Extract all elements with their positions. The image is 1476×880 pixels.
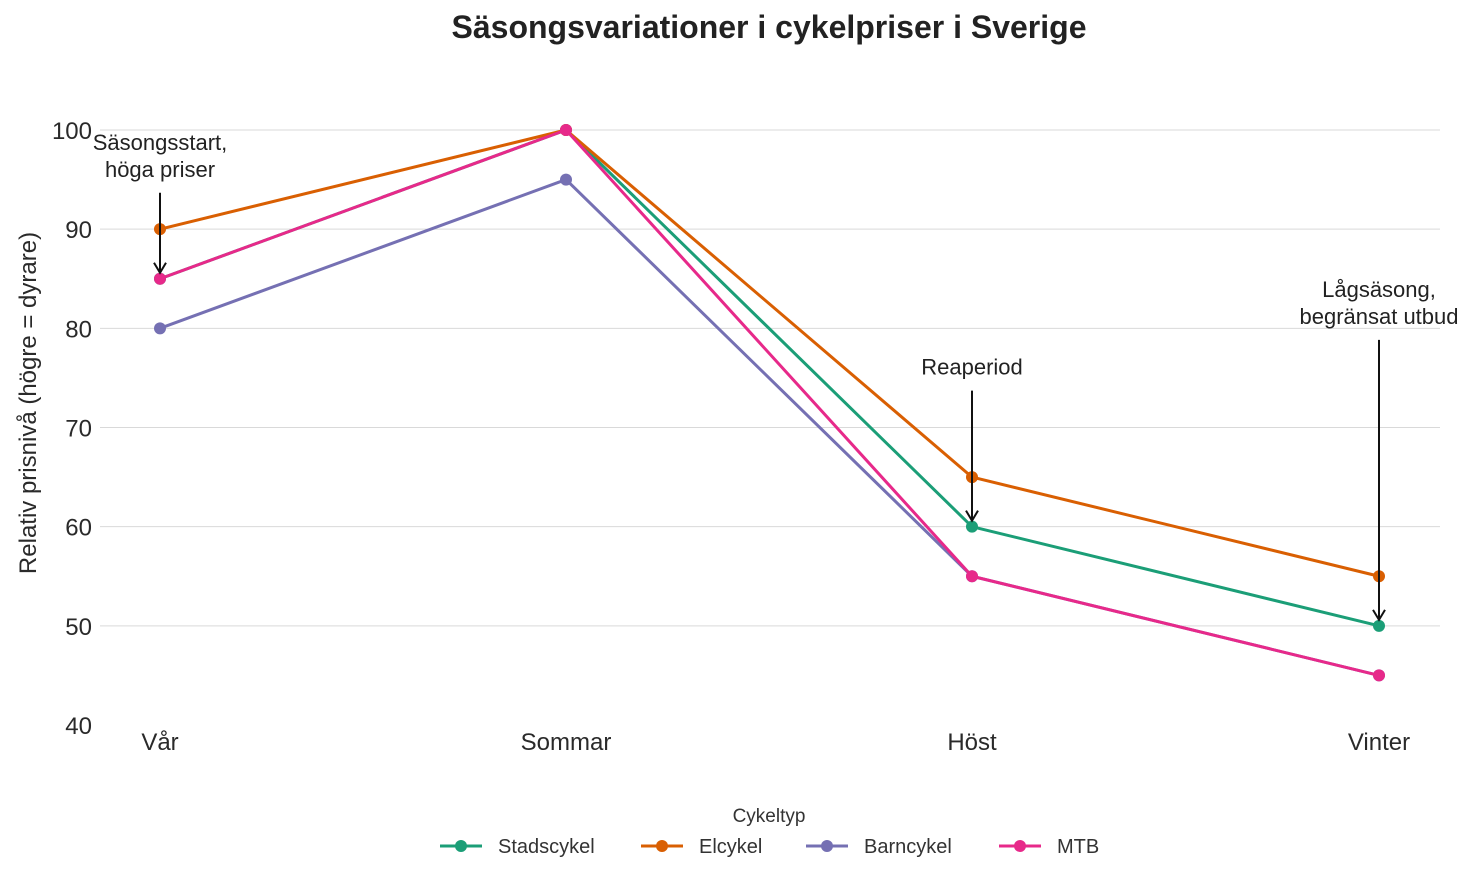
legend-swatch-marker [455, 840, 467, 852]
annotation: Lågsäsong,begränsat utbud [1299, 277, 1459, 622]
series-lines [154, 124, 1385, 682]
legend-item-stadscykel[interactable]: Stadscykel [440, 836, 595, 858]
legend-swatch-marker [656, 840, 668, 852]
annotation-text: Reaperiod [921, 355, 1023, 380]
x-axis-ticks: Vår Sommar Höst Vinter [141, 729, 1410, 756]
data-point [966, 570, 978, 583]
y-tick-label: 80 [65, 316, 92, 343]
y-tick-label: 50 [65, 614, 92, 641]
legend-label: Barncykel [864, 836, 952, 858]
data-point [560, 124, 572, 136]
legend-swatch-marker [1014, 840, 1026, 852]
annotation-text: Säsongsstart, [93, 130, 228, 155]
annotation: Säsongsstart,höga priser [93, 130, 228, 275]
series-line [159, 128, 1380, 578]
grid-lines [100, 129, 1440, 627]
y-tick-label: 70 [65, 416, 92, 443]
annotations: Säsongsstart,höga priser Reaperiod Lågsäso… [93, 130, 1459, 622]
y-tick-label: 60 [65, 515, 92, 542]
series-mtb [154, 124, 1385, 682]
annotation-arrowhead [153, 262, 167, 275]
annotation-text: Lågsäsong, [1322, 277, 1436, 302]
legend-title: Cykeltyp [733, 806, 806, 827]
data-point [966, 520, 978, 533]
data-point [1373, 619, 1385, 632]
data-point [154, 322, 166, 335]
annotation-arrowhead [1372, 609, 1386, 622]
x-tick-label: Höst [947, 729, 997, 756]
data-point [1373, 669, 1385, 682]
annotation: Reaperiod [921, 355, 1023, 523]
annotation-arrowhead [965, 510, 979, 523]
y-tick-label: 90 [65, 217, 92, 244]
legend-label: MTB [1057, 836, 1099, 858]
y-axis-label: Relativ prisnivå (högre = dyrare) [15, 232, 42, 574]
legend-item-elcykel[interactable]: Elcykel [641, 836, 762, 858]
legend-swatch-marker [821, 840, 833, 852]
y-tick-label: 40 [65, 713, 92, 740]
data-point [560, 173, 572, 186]
x-tick-label: Vår [141, 729, 178, 756]
annotation-text: höga priser [105, 157, 215, 182]
series-line [159, 128, 1380, 677]
y-tick-label: 100 [52, 118, 92, 145]
data-point [154, 272, 166, 285]
legend-label: Elcykel [699, 836, 762, 858]
annotation-text: begränsat utbud [1299, 304, 1458, 329]
legend-label: Stadscykel [498, 836, 595, 858]
chart-title: Säsongsvariationer i cykelpriser i Sveri… [452, 9, 1087, 45]
y-axis-ticks: 40 50 60 70 80 90 100 [52, 118, 92, 740]
legend: Cykeltyp Stadscykel Elcykel Barncykel MTB [440, 806, 1099, 858]
legend-item-mtb[interactable]: MTB [999, 836, 1099, 858]
x-tick-label: Vinter [1348, 729, 1410, 756]
legend-item-barncykel[interactable]: Barncykel [806, 836, 952, 858]
x-tick-label: Sommar [521, 729, 612, 756]
